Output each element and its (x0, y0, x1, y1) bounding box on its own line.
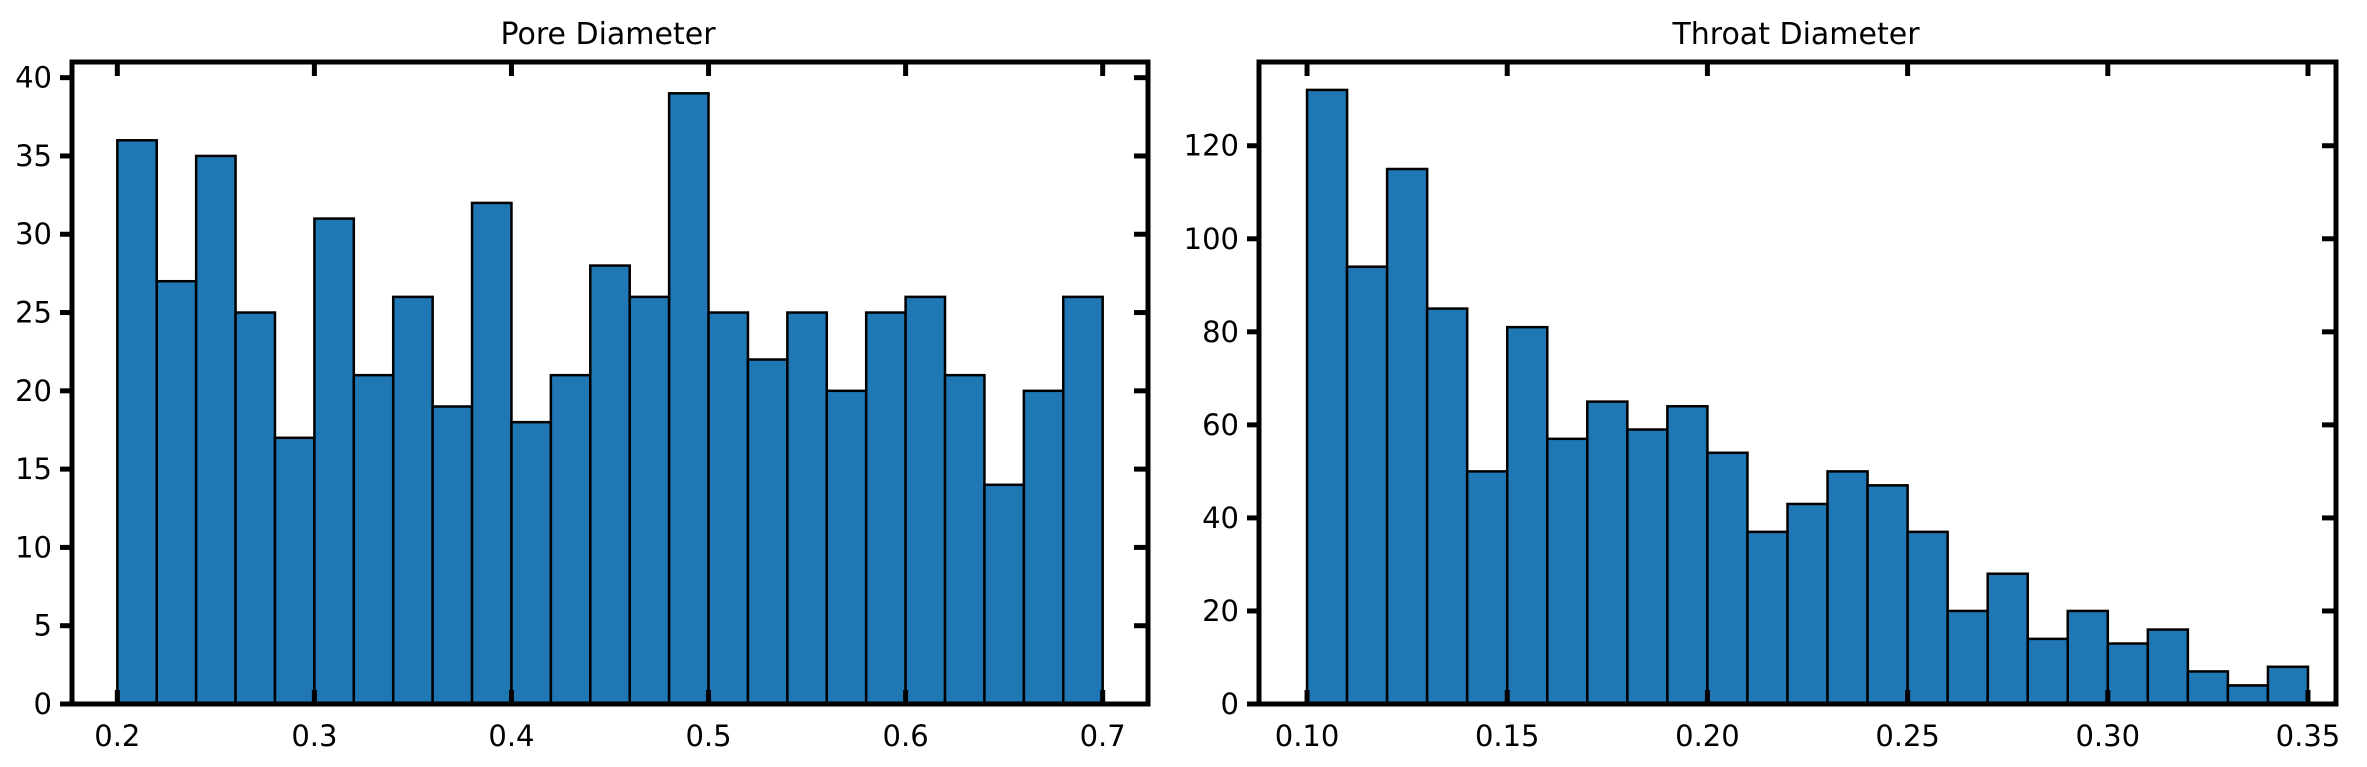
y-tick-label: 60 (1202, 408, 1239, 442)
y-tick-label: 15 (15, 452, 52, 486)
x-tick-label: 0.15 (1475, 719, 1540, 753)
histogram-bar (352, 373, 395, 706)
histogram-bar (1385, 167, 1429, 706)
histogram-bar (116, 139, 158, 706)
x-tick-label: 0.4 (488, 719, 534, 753)
x-tick-label: 0.5 (685, 719, 731, 753)
histogram-bar (746, 358, 789, 706)
y-tick-label: 20 (15, 374, 52, 408)
chart-title: Throat Diameter (1671, 17, 1920, 52)
histogram-bar (273, 436, 316, 706)
throat-diameter-panel: Throat Diameter 0.10 0.15 0.20 0.25 0.30 0.35… (1184, 17, 2341, 753)
histogram-bar (2266, 665, 2310, 706)
y-tick-label: 5 (34, 609, 52, 643)
bars-group (116, 92, 1104, 706)
histogram-bar (1986, 572, 2029, 706)
histogram-bar (1706, 451, 1749, 706)
histogram-bar (786, 311, 829, 706)
y-tick-label: 40 (15, 61, 52, 95)
x-tick-label: 0.35 (2276, 719, 2341, 753)
x-tick-label: 0.10 (1275, 719, 1340, 753)
histogram-bar (983, 483, 1026, 706)
histogram-bar (2026, 637, 2069, 706)
ticks-group: 0.10 0.15 0.20 0.25 0.30 0.35 0 20 40 60 80 100 120 (1184, 62, 2341, 753)
histogram-bar (431, 405, 474, 706)
histogram-bar (1666, 405, 1709, 706)
histogram-bar (1305, 88, 1349, 706)
histogram-bar (904, 295, 947, 706)
histogram-bar (1626, 428, 1669, 706)
pore-diameter-panel: Pore Diameter 0.2 0.3 0.4 0.5 0.6 0.7 0 5 10 15 20… (15, 17, 1151, 753)
histogram-bar (864, 311, 907, 706)
histogram-bar (1586, 400, 1629, 706)
histogram-bar (155, 279, 198, 706)
y-tick-label: 100 (1184, 222, 1239, 256)
plot-frame (69, 59, 1151, 707)
histogram-bar (1022, 389, 1065, 706)
bars-group (1305, 88, 2310, 706)
y-tick-label: 35 (15, 139, 52, 173)
histogram-bar (313, 217, 356, 706)
histogram-bar (2226, 684, 2270, 706)
histogram-bar (2106, 642, 2150, 706)
y-tick-label: 0 (34, 687, 52, 721)
x-tick-label: 0.7 (1080, 719, 1126, 753)
histogram-bar (1946, 609, 1989, 706)
x-tick-label: 0.6 (883, 719, 929, 753)
x-tick-label: 0.20 (1675, 719, 1740, 753)
histogram-bar (1425, 307, 1469, 706)
histogram-bar (1826, 470, 1869, 706)
histogram-bar (1866, 484, 1909, 706)
histogram-bar (2146, 628, 2190, 706)
x-tick-label: 0.25 (1875, 719, 1940, 753)
histogram-bar (943, 373, 986, 706)
histogram-bar (234, 311, 277, 706)
histogram-bar (194, 154, 237, 706)
histogram-bar (1465, 470, 1509, 706)
histogram-bar (2066, 609, 2110, 706)
x-tick-label: 0.3 (291, 719, 337, 753)
histogram-bar (549, 373, 592, 706)
histogram-bar (1786, 502, 1829, 706)
histogram-bar (1906, 530, 1949, 706)
histogram-bar (707, 311, 750, 706)
histogram-bar (825, 389, 868, 706)
x-tick-label: 0.30 (2075, 719, 2140, 753)
y-tick-label: 25 (15, 296, 52, 330)
plot-frame (1256, 59, 2339, 707)
histogram-bar (1062, 295, 1104, 706)
histogram-bar (2186, 670, 2230, 706)
y-tick-label: 30 (15, 217, 52, 251)
x-tick-label: 0.2 (94, 719, 140, 753)
chart-title: Pore Diameter (500, 17, 716, 52)
y-tick-label: 80 (1202, 315, 1239, 349)
histogram-bar (1746, 530, 1789, 706)
y-tick-label: 40 (1202, 501, 1239, 535)
histogram-bar (391, 295, 434, 706)
histogram-bar (628, 295, 671, 706)
histogram-bar (1505, 325, 1549, 706)
histogram-bar (589, 264, 631, 706)
histogram-bar (1345, 265, 1389, 706)
y-tick-label: 20 (1202, 594, 1239, 628)
histogram-bar (510, 420, 553, 706)
y-tick-label: 0 (1221, 687, 1239, 721)
histogram-bar (667, 92, 710, 706)
y-tick-label: 120 (1184, 129, 1239, 163)
histogram-bar (1546, 437, 1589, 706)
histogram-bar (470, 201, 513, 706)
y-tick-label: 10 (15, 530, 52, 564)
